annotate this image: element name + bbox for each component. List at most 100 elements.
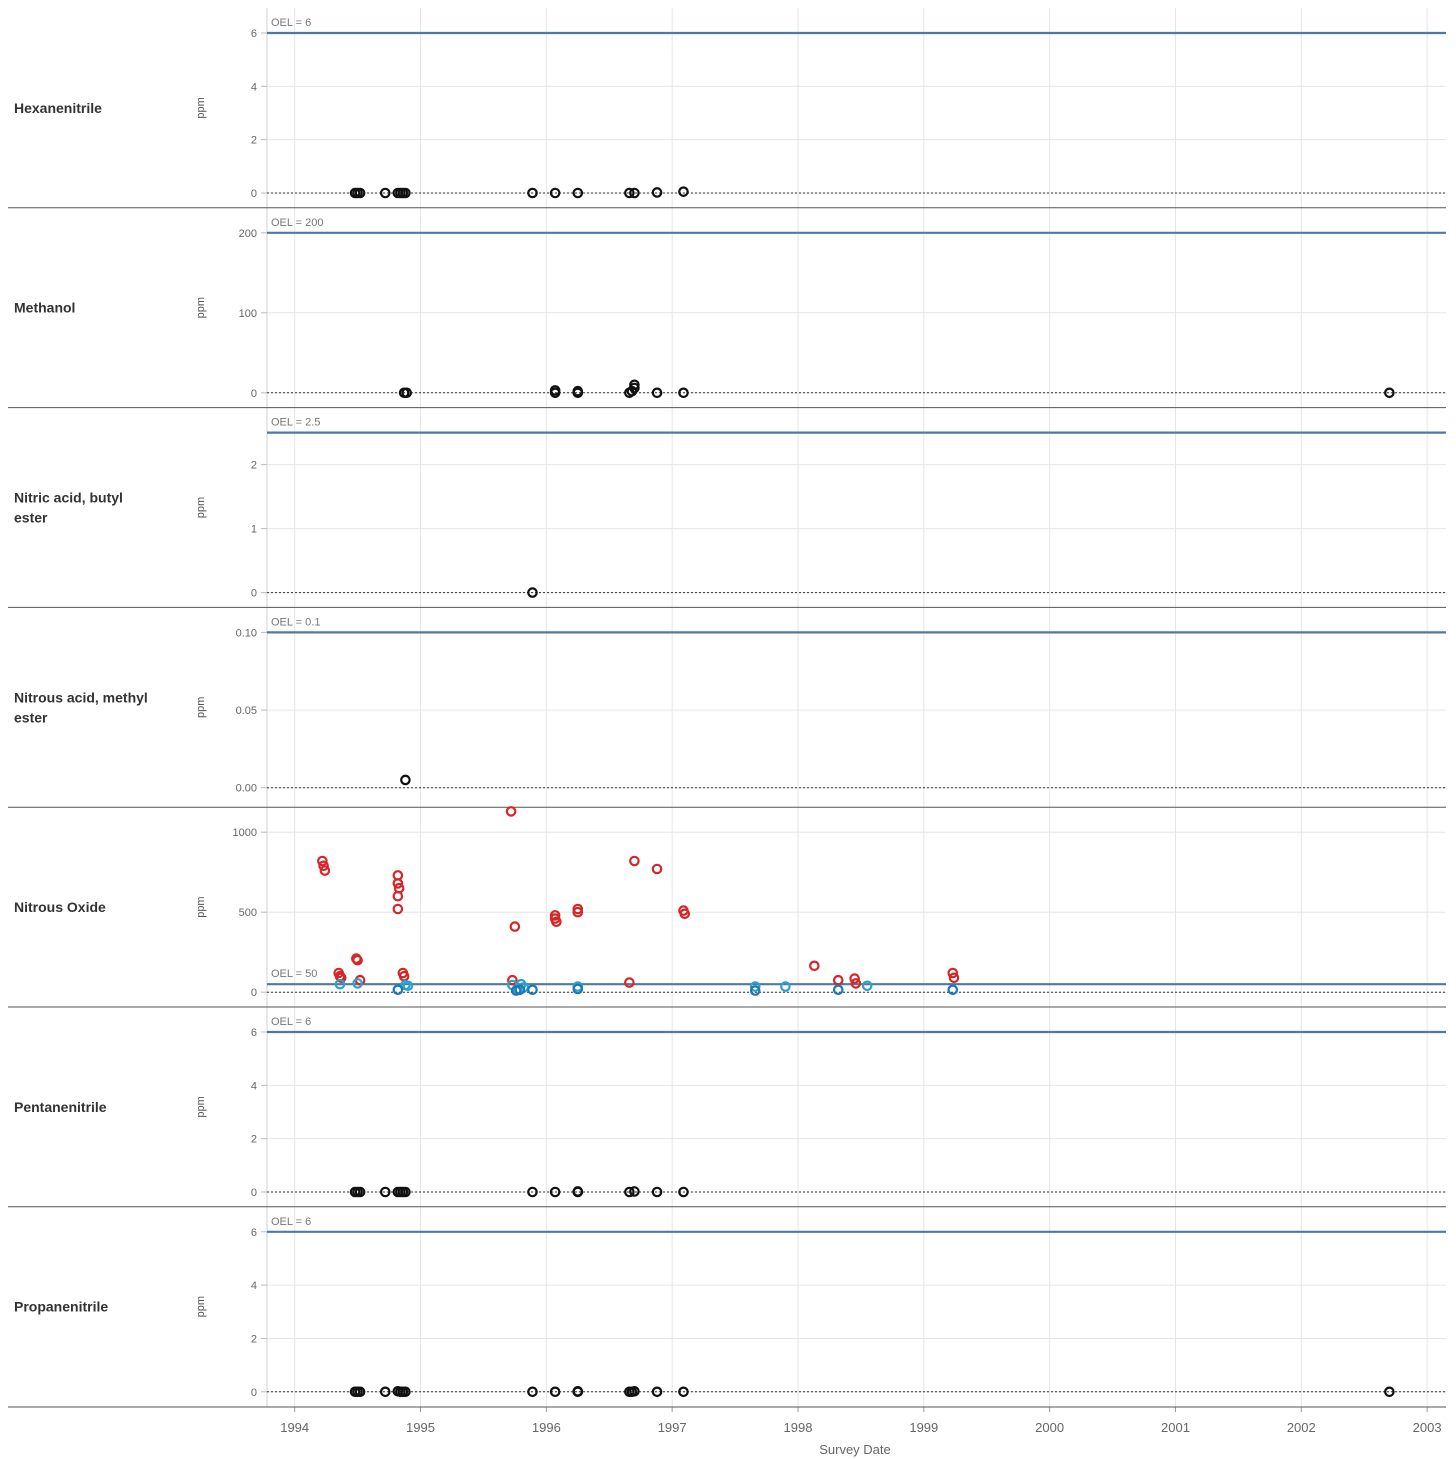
panel-name: Nitric acid, butyl ester [14,490,123,526]
oel-label: OEL = 0.1 [271,616,320,628]
unit-label: ppm [195,896,207,917]
data-point [849,973,860,984]
x-tick-label: 1997 [658,1420,687,1435]
data-point [629,1186,640,1197]
data-point [651,387,663,399]
data-point [651,1386,663,1398]
data-point [505,806,517,817]
data-point [832,974,844,986]
y-tick-label: 4 [251,1280,257,1292]
data-point [392,878,404,889]
y-tick-label: 0 [251,188,257,200]
x-tick-label: 1996 [532,1420,561,1435]
data-point [551,916,562,928]
x-tick-label: 2000 [1035,1420,1064,1435]
panel-nitric-acid-butyl-ester: Nitric acid, butyl ester ppm 0 1 2 OEL = 2.5 [8,407,1446,600]
y-tick-label: 0 [251,1387,257,1399]
data-point [352,978,363,989]
unit-label: ppm [195,97,207,118]
x-tick-label: 1998 [784,1420,813,1435]
x-tick-label: 2001 [1161,1420,1190,1435]
data-point [678,1386,689,1398]
panel-pentanenitrile: Pentanenitrile ppm 0 2 4 6 OEL = 6 [8,1006,1446,1199]
y-tick-label: 0 [251,588,257,600]
data-point [509,921,521,932]
y-tick-label: 0.00 [236,783,257,795]
x-tick-label: 1999 [909,1420,938,1435]
data-point [1384,387,1395,399]
data-point [572,906,584,918]
data-point [379,187,391,199]
panel-name: Nitrous Oxide [14,899,106,915]
panel-nitrous-acid-methyl-ester: Nitrous acid, methyl ester ppm 0.00 0.05 0.10… [8,606,1446,795]
y-tick-label: 2 [251,1134,257,1146]
data-point [629,1385,640,1397]
data-point [527,984,538,996]
data-point [335,972,347,984]
data-point [354,187,366,199]
y-tick-label: 1000 [233,827,257,839]
data-point [651,1186,663,1198]
oel-label: OEL = 200 [271,217,324,229]
data-point [549,385,561,396]
y-tick-label: 2 [251,460,257,472]
panel-name: Methanol [14,300,75,316]
data-point [624,1186,635,1198]
oel-label: OEL = 6 [271,1216,311,1228]
unit-label: ppm [195,297,207,318]
oel-label: OEL = 2.5 [271,417,320,429]
data-point [651,863,663,875]
data-point [749,985,761,996]
data-point [527,587,538,598]
unit-label: ppm [195,1296,207,1317]
data-point [392,903,404,915]
x-axis-title: Survey Date [819,1442,891,1457]
data-point [319,865,331,876]
data-point [317,855,328,867]
data-point [549,1386,561,1398]
y-tick-label: 0 [251,388,257,400]
data-point [629,187,640,199]
data-point [572,1186,584,1197]
data-point [392,984,404,996]
oel-label: OEL = 6 [271,17,311,29]
y-tick-label: 1 [251,524,257,536]
data-point [947,967,959,979]
y-tick-label: 200 [239,228,257,240]
x-axis: Survey Date 1994 1995 1996 1997 1998 1999 2000… [8,1406,1446,1457]
data-point [1384,1386,1395,1398]
y-tick-label: 500 [239,907,257,919]
data-point [749,981,761,992]
data-point [402,980,414,992]
data-point [780,981,791,992]
y-tick-label: 6 [251,1227,257,1239]
x-tick-label: 1995 [406,1420,435,1435]
data-point [624,977,635,988]
panel-methanol: Methanol ppm 0 100 200 OEL = 200 [8,207,1446,400]
data-point [527,187,538,199]
panel-propanenitrile: Propanenitrile ppm 0 2 4 6 OEL = 6 [8,1206,1446,1399]
oel-label: OEL = 6 [271,1016,311,1028]
y-tick-label: 6 [251,1027,257,1039]
data-point [629,379,640,391]
y-tick-label: 0.05 [236,705,257,717]
data-point [400,1186,411,1198]
y-tick-label: 0 [251,1187,257,1199]
data-point [507,974,518,986]
data-point [318,860,329,872]
x-tick-label: 2002 [1287,1420,1316,1435]
data-point [379,1186,391,1198]
panel-name: Hexanenitrile [14,100,102,116]
y-tick-label: 0.10 [236,627,257,639]
unit-label: ppm [195,497,207,518]
panel-name: Pentanenitrile [14,1099,107,1115]
y-tick-label: 4 [251,1080,257,1092]
data-point [514,984,526,996]
data-point [334,978,346,990]
data-point [401,387,412,399]
x-tick-label: 1994 [280,1420,309,1435]
data-point [678,387,689,399]
data-point [400,774,411,786]
data-point [354,1386,366,1398]
data-point [832,984,844,996]
